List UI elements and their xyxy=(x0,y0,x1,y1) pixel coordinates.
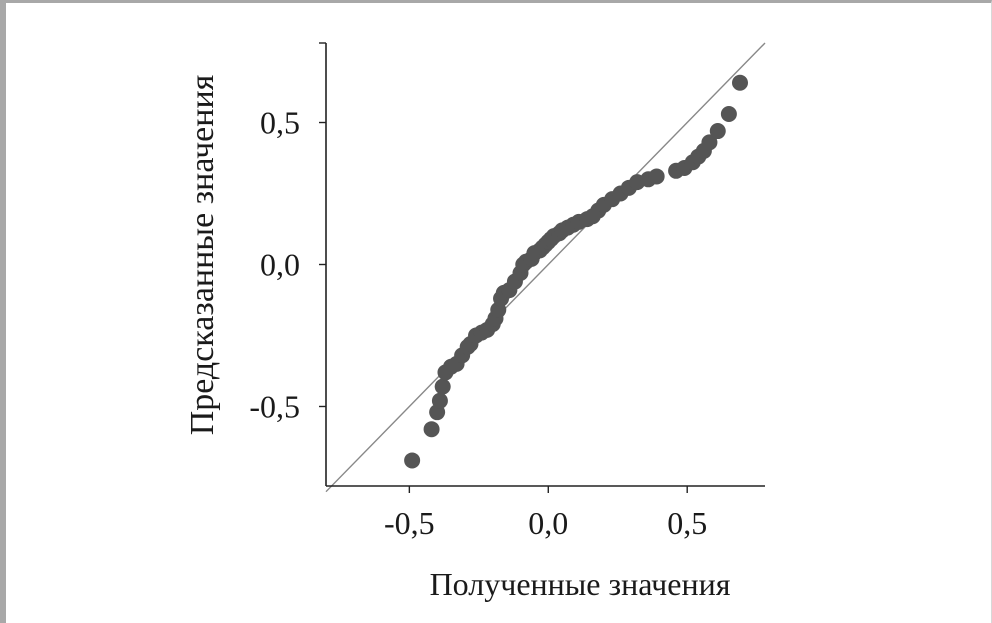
data-point xyxy=(709,123,726,140)
reference-line xyxy=(325,42,766,493)
y-tick-label: -0,5 xyxy=(249,388,300,424)
points-layer xyxy=(404,74,748,469)
data-point xyxy=(431,392,448,409)
data-point xyxy=(731,74,748,91)
data-point xyxy=(423,421,440,438)
y-tick-label: 0,5 xyxy=(260,105,300,141)
x-axis-label: Полученные значения xyxy=(430,566,731,602)
x-tick-label: 0,0 xyxy=(528,505,568,541)
y-axis-label: Предсказанные значения xyxy=(184,74,221,435)
x-tick-label: 0,5 xyxy=(667,505,707,541)
data-point xyxy=(404,452,421,469)
data-point xyxy=(720,105,737,122)
y-tick-label: 0,0 xyxy=(260,247,300,283)
data-point xyxy=(434,378,451,395)
data-point xyxy=(648,168,665,185)
reference-line-layer xyxy=(325,42,766,493)
labels-layer: -0,5 0,0 0,5 -0,5 0,0 0,5 xyxy=(249,105,707,541)
data-point xyxy=(701,134,718,151)
axes-layer xyxy=(319,42,765,493)
x-tick-label: -0,5 xyxy=(384,505,435,541)
